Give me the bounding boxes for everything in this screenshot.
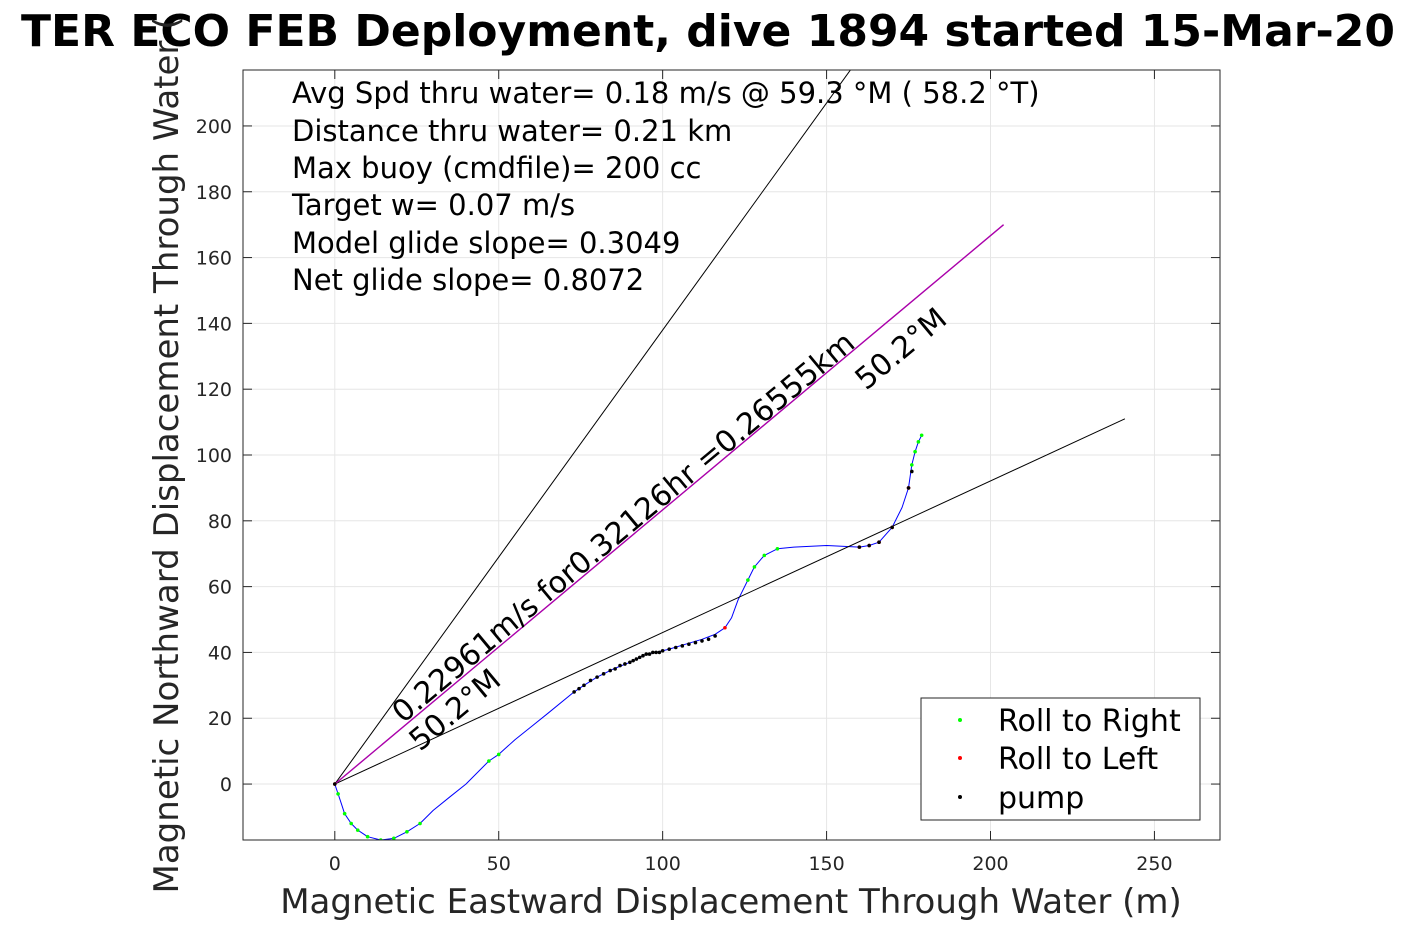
pump-marker (857, 545, 862, 549)
legend-pump-label: pump (998, 781, 1084, 816)
roll-right-marker (752, 565, 757, 569)
legend-pump-marker (958, 795, 962, 799)
pump-marker (693, 640, 698, 645)
y-tick-label: 40 (208, 642, 232, 664)
x-tick-label: 150 (808, 853, 844, 875)
x-tick-label: 0 (329, 853, 341, 875)
annotation-model-glide-slope: Model glide slope= 0.3049 (292, 226, 680, 260)
pump-marker (595, 675, 599, 679)
roll-left-marker (723, 625, 727, 630)
pump-marker (572, 690, 576, 694)
pump-marker (577, 686, 581, 691)
x-tick-label: 250 (1136, 853, 1172, 875)
pump-marker (651, 650, 655, 655)
pump-marker (660, 648, 665, 653)
pump-marker (680, 644, 685, 648)
pump-marker (637, 655, 642, 660)
y-tick-label: 60 (208, 577, 232, 599)
pump-marker (877, 540, 881, 545)
x-tick-label: 100 (645, 853, 681, 875)
legend-box (920, 697, 1201, 821)
roll-right-marker (349, 821, 353, 826)
chart-title: TER ECO FEB Deployment, dive 1894 starte… (21, 6, 1395, 57)
pump-marker (657, 650, 662, 655)
y-tick-label: 0 (220, 774, 232, 796)
pump-marker (713, 634, 717, 638)
y-tick-label: 180 (196, 182, 232, 204)
roll-right-marker (916, 440, 921, 444)
x-axis-label: Magnetic Eastward Displacement Through W… (280, 882, 1182, 922)
y-tick-label: 100 (196, 445, 232, 467)
tick-marks (243, 70, 1220, 840)
pump-marker (634, 657, 639, 661)
y-tick-label: 120 (196, 379, 232, 401)
roll-right-marker (910, 463, 914, 467)
pump-marker (647, 652, 652, 656)
y-tick-label: 140 (196, 313, 232, 335)
roll-right-marker (913, 449, 917, 454)
roll-right-marker (762, 553, 767, 558)
data-markers (332, 433, 924, 840)
roll-right-marker (418, 821, 422, 826)
annotation-distance: Distance thru water= 0.21 km (292, 114, 732, 148)
pump-marker (582, 683, 586, 688)
legend-roll-right-marker (958, 718, 962, 722)
pump-marker (867, 543, 871, 548)
pump-marker (667, 647, 672, 651)
data-lines (334, 70, 1126, 840)
x-tick-label: 200 (972, 853, 1008, 875)
roll-right-marker (336, 792, 340, 796)
pump-marker (588, 678, 593, 683)
annotation-avg-speed: Avg Spd thru water= 0.18 m/s @ 59.3 °M (… (292, 76, 1040, 110)
pump-marker (644, 652, 649, 656)
y-tick-label: 160 (196, 248, 232, 270)
roll-right-marker (405, 829, 409, 834)
current-line (334, 224, 1005, 785)
annotation-block: Avg Spd thru water= 0.18 m/s @ 59.3 °M (… (291, 76, 1040, 297)
pump-marker (654, 650, 658, 655)
pump-marker (906, 486, 911, 490)
roll-right-marker (746, 578, 750, 582)
pump-marker (706, 637, 711, 642)
pump-marker (687, 642, 691, 647)
x-tick-labels: 0 50 100 150 200 250 (329, 853, 1173, 875)
roll-right-marker (496, 752, 501, 757)
legend-roll-left-marker (958, 756, 962, 760)
pump-marker (601, 672, 606, 676)
roll-right-marker (775, 546, 780, 551)
y-tick-label: 20 (208, 708, 232, 730)
pump-marker (673, 645, 678, 650)
pump-marker (608, 668, 612, 673)
y-tick-label: 80 (208, 511, 232, 533)
pump-marker (631, 658, 635, 663)
y-tick-label: 200 (196, 116, 232, 138)
pump-marker (613, 667, 617, 671)
roll-right-marker (392, 836, 396, 840)
legend-roll-left-label: Roll to Left (998, 742, 1158, 777)
legend-roll-right-label: Roll to Right (998, 704, 1181, 739)
annotation-max-buoy: Max buoy (cmdfile)= 200 cc (292, 151, 701, 185)
roll-right-marker (919, 433, 924, 438)
pump-marker (623, 662, 627, 666)
roll-right-marker (487, 759, 491, 763)
legend: Roll to Right Roll to Left pump (920, 697, 1201, 821)
roll-right-marker (365, 834, 370, 839)
annotation-target-w: Target w= 0.07 m/s (291, 188, 575, 222)
x-tick-label: 50 (487, 853, 511, 875)
pump-marker (641, 653, 645, 658)
annotation-net-glide-slope: Net glide slope= 0.8072 (292, 263, 644, 297)
roll-right-marker (355, 828, 360, 832)
y-axis-label: Magnetic Northward Displacement Through … (147, 17, 187, 894)
pump-marker (890, 525, 894, 530)
y-tick-labels: 0 20 40 60 80 100 120 140 160 180 200 (196, 116, 232, 796)
pump-marker (332, 782, 337, 786)
pump-marker (628, 660, 632, 665)
roll-right-marker (342, 811, 347, 816)
pump-marker (700, 639, 704, 643)
model-heading-line (334, 70, 852, 785)
net-displacement-line (334, 418, 1126, 785)
pump-marker (618, 663, 622, 668)
pump-marker (910, 469, 914, 474)
